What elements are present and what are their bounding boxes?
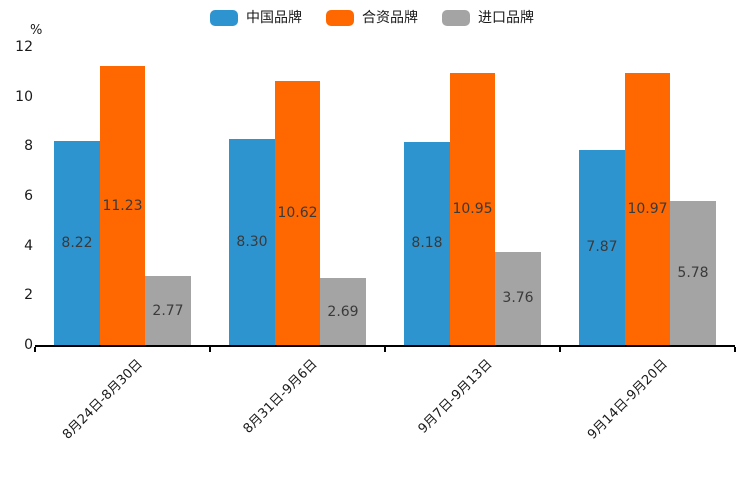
bar-合资品牌: 10.97 — [624, 72, 671, 345]
bar-合资品牌: 10.95 — [449, 73, 496, 345]
bar-合资品牌: 10.62 — [274, 81, 321, 345]
bar-中国品牌: 8.30 — [229, 138, 275, 345]
bar-value-label: 8.22 — [61, 234, 93, 251]
bar-中国品牌: 8.18 — [404, 141, 450, 345]
bar-value-label: 8.18 — [411, 235, 443, 252]
bar-进口品牌: 2.69 — [320, 278, 366, 345]
y-tick-label: 0 — [24, 337, 33, 353]
bar-value-label: 5.78 — [677, 265, 709, 282]
legend-label: 中国品牌 — [246, 10, 302, 26]
legend-label: 进口品牌 — [478, 10, 534, 26]
x-axis-tickmark — [34, 347, 36, 352]
legend-item: 合资品牌 — [326, 10, 418, 26]
bar-进口品牌: 3.76 — [495, 251, 541, 345]
legend-swatch-icon — [326, 10, 354, 26]
bar-value-label: 2.77 — [152, 302, 184, 319]
legend: 中国品牌 合资品牌 进口品牌 — [0, 10, 744, 26]
y-tick-label: 8 — [24, 138, 33, 155]
bar-合资品牌: 11.23 — [99, 66, 146, 345]
legend-swatch-icon — [210, 10, 238, 26]
x-category-label: 8月24日-8月30日 — [60, 356, 146, 443]
legend-swatch-icon — [442, 10, 470, 26]
y-tick-label: 2 — [24, 287, 33, 304]
x-category-label: 8月31日-9月6日 — [240, 356, 321, 437]
y-tick-label: 12 — [15, 39, 33, 55]
legend-label: 合资品牌 — [362, 10, 418, 26]
x-axis-tickmark — [209, 347, 211, 352]
bar-value-label: 7.87 — [586, 239, 618, 256]
legend-item: 中国品牌 — [210, 10, 302, 26]
bar-进口品牌: 5.78 — [670, 201, 716, 345]
bar-value-label: 10.62 — [277, 205, 318, 222]
y-axis-unit-label: % — [30, 23, 43, 38]
bar-中国品牌: 8.22 — [54, 140, 100, 345]
x-category-label: 9月14日-9月20日 — [585, 356, 671, 443]
y-tick-label: 10 — [15, 88, 33, 105]
y-tick-label: 4 — [24, 237, 33, 254]
x-axis-line — [35, 345, 735, 347]
legend-item: 进口品牌 — [442, 10, 534, 26]
bar-value-label: 10.95 — [452, 201, 493, 218]
x-axis-tickmark — [384, 347, 386, 352]
x-axis-tickmark — [734, 347, 736, 352]
bar-value-label: 8.30 — [236, 233, 268, 250]
x-category-label: 9月7日-9月13日 — [415, 356, 496, 437]
bar-value-label: 10.97 — [627, 200, 668, 217]
bar-value-label: 2.69 — [327, 303, 359, 320]
y-tick-label: 6 — [24, 188, 33, 204]
bar-value-label: 3.76 — [502, 290, 534, 307]
x-axis-tickmark — [559, 347, 561, 352]
bar-value-label: 11.23 — [102, 197, 143, 214]
bar-中国品牌: 7.87 — [579, 149, 625, 345]
bar-进口品牌: 2.77 — [145, 276, 191, 345]
